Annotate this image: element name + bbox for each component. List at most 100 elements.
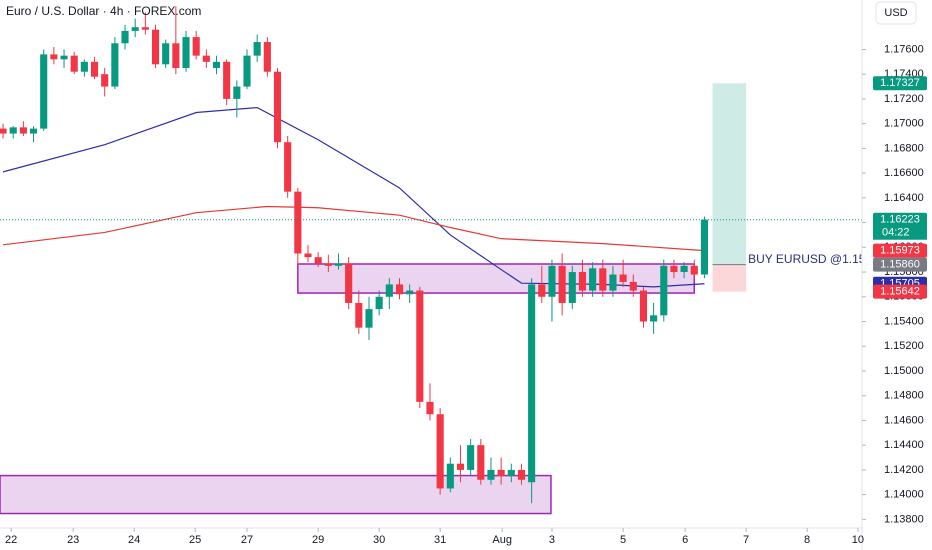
price-label: 1.15642 xyxy=(880,285,920,297)
x-tick-label: 30 xyxy=(373,534,385,546)
x-tick-label: 29 xyxy=(312,534,324,546)
candle-body xyxy=(304,253,312,258)
candle-body xyxy=(609,274,617,291)
candle-body xyxy=(395,284,404,295)
candle-body xyxy=(121,30,129,44)
axes: 1.13800 1.14000 1.14200 1.14400 1.14600 1.148… xyxy=(5,43,927,546)
x-tick-label: 3 xyxy=(549,534,555,546)
y-tick-label: 1.15000 xyxy=(884,365,924,377)
candle-body xyxy=(223,61,231,99)
candle-body xyxy=(70,55,78,72)
y-tick-label: 1.15200 xyxy=(884,340,924,352)
candle-body xyxy=(355,302,363,328)
candle-body xyxy=(162,43,170,65)
candle-body xyxy=(446,463,454,489)
candle-body xyxy=(192,37,200,56)
x-tick-label: 24 xyxy=(128,534,140,546)
zone xyxy=(297,263,696,294)
candle-body xyxy=(253,42,261,56)
candle-body xyxy=(294,191,302,254)
candle-body xyxy=(202,55,210,62)
candle-body xyxy=(507,469,515,477)
candle-body xyxy=(497,469,505,477)
candle-body xyxy=(467,445,475,470)
candle-body xyxy=(558,265,566,303)
candle-body xyxy=(263,42,271,72)
candle-body xyxy=(680,265,688,273)
candle-body xyxy=(487,469,495,480)
y-tick-label: 1.16400 xyxy=(884,192,924,204)
candle-body xyxy=(212,61,221,69)
x-tick-label: 8 xyxy=(804,534,810,546)
y-tick-label: 1.17000 xyxy=(884,118,924,130)
candle-body xyxy=(538,284,546,297)
y-tick-label: 1.17600 xyxy=(884,43,924,55)
y-tick-label: 1.16800 xyxy=(884,142,924,154)
price-label-box xyxy=(873,212,927,227)
candle-body xyxy=(578,272,587,291)
candle-body xyxy=(233,86,241,99)
candle-body xyxy=(131,27,139,31)
candle-body xyxy=(426,401,434,415)
y-tick-label: 1.14400 xyxy=(884,439,924,451)
loss-area xyxy=(712,264,747,292)
candle-body xyxy=(690,265,698,275)
candle-body xyxy=(9,127,17,134)
candle-body xyxy=(375,296,383,310)
x-tick-label: 23 xyxy=(67,534,79,546)
candle-body xyxy=(29,128,38,134)
candle-body xyxy=(314,257,322,264)
position-label: BUY EURUSD @1.15860 xyxy=(748,252,886,266)
countdown-box xyxy=(873,225,927,240)
candle-body xyxy=(273,71,282,143)
candle-body xyxy=(80,61,88,72)
candle-body xyxy=(528,284,536,483)
x-tick-label: 31 xyxy=(434,534,446,546)
candle-body xyxy=(334,263,343,266)
candle-body xyxy=(548,265,556,297)
candle-body xyxy=(60,55,68,60)
candle-body xyxy=(477,445,485,480)
candle-body xyxy=(345,263,353,303)
x-tick-label: Aug xyxy=(492,534,512,546)
x-tick-label: 10 xyxy=(852,534,864,546)
price-label: 1.17327 xyxy=(880,77,920,89)
price-label: 1.16223 xyxy=(880,214,920,226)
candle-body xyxy=(599,268,607,291)
candle-body xyxy=(629,281,637,291)
candle-body xyxy=(456,463,465,470)
price-label-box xyxy=(873,284,927,299)
candle-body xyxy=(0,128,7,134)
x-tick-label: 22 xyxy=(5,534,17,546)
countdown: 04:22 xyxy=(882,227,910,239)
x-tick-label: 7 xyxy=(743,534,749,546)
candle-body xyxy=(568,272,576,303)
y-tick-label: 1.14200 xyxy=(884,464,924,476)
candle-body xyxy=(670,265,678,273)
y-tick-label: 1.14800 xyxy=(884,390,924,402)
candle-body xyxy=(589,268,597,291)
currency[interactable]: USD xyxy=(884,7,907,19)
price-label-box xyxy=(873,243,927,258)
y-tick-label: 1.14000 xyxy=(884,489,924,501)
candle-body xyxy=(406,290,414,295)
y-tick-label: 1.17200 xyxy=(884,93,924,105)
candle-body xyxy=(19,127,27,134)
candle-body xyxy=(243,55,251,87)
profit-area xyxy=(712,83,747,265)
price-label-box xyxy=(873,257,927,272)
candle-body xyxy=(385,284,393,297)
price-label: 1.15860 xyxy=(880,259,920,271)
currency-button[interactable] xyxy=(875,1,917,25)
y-tick-label: 1.13800 xyxy=(884,513,924,525)
x-tick-label: 27 xyxy=(241,534,253,546)
y-tick-label: 1.15400 xyxy=(884,315,924,327)
candle-body xyxy=(101,74,109,87)
chart-title: Euro / U.S. Dollar · 4h · FOREX.com xyxy=(6,4,201,18)
zone xyxy=(0,474,552,515)
y-tick-label: 1.14600 xyxy=(884,414,924,426)
candle-body xyxy=(172,43,180,69)
candle-body xyxy=(141,27,149,30)
